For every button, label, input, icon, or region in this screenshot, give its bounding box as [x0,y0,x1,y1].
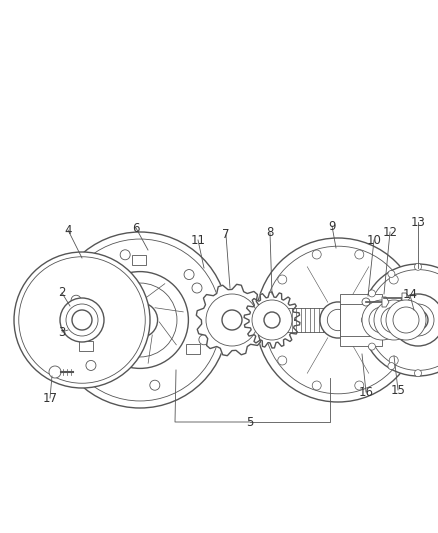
Text: 2: 2 [58,287,66,300]
Text: 15: 15 [391,384,406,397]
Circle shape [14,252,150,388]
Bar [186,344,200,354]
Text: 17: 17 [42,392,57,405]
Circle shape [362,264,438,376]
Circle shape [408,310,428,330]
Circle shape [367,270,438,370]
Circle shape [388,270,395,278]
Circle shape [52,232,228,408]
Circle shape [355,381,364,390]
Text: 6: 6 [132,222,140,235]
Circle shape [120,250,130,260]
Circle shape [222,310,242,330]
Circle shape [362,298,370,306]
Circle shape [361,317,368,324]
Circle shape [414,370,421,377]
Circle shape [256,238,420,402]
Circle shape [252,300,292,340]
Circle shape [86,360,96,370]
Text: 7: 7 [222,229,230,241]
Circle shape [369,307,395,333]
Text: 4: 4 [64,223,72,237]
Polygon shape [382,297,389,307]
Polygon shape [244,292,300,348]
Circle shape [389,275,398,284]
Circle shape [103,283,177,357]
Text: 8: 8 [266,227,274,239]
Circle shape [327,309,349,330]
Circle shape [355,250,364,259]
Circle shape [402,304,434,336]
Bar [132,255,146,265]
Circle shape [199,335,209,345]
Bar [340,304,382,336]
Circle shape [278,275,287,284]
Circle shape [414,263,421,270]
Circle shape [312,381,321,390]
Circle shape [388,362,395,369]
Circle shape [278,356,287,365]
Circle shape [374,300,414,340]
Text: 14: 14 [403,288,417,302]
Circle shape [386,300,426,340]
Circle shape [63,301,101,339]
Circle shape [389,356,398,365]
Circle shape [74,312,90,328]
Circle shape [368,290,375,297]
Circle shape [122,302,158,337]
Circle shape [68,306,96,334]
Circle shape [381,307,407,333]
Text: 3: 3 [58,326,66,338]
Circle shape [19,257,145,383]
Text: 11: 11 [191,233,205,246]
Text: 10: 10 [367,233,381,246]
Circle shape [60,298,104,342]
Circle shape [264,246,412,394]
Circle shape [392,294,438,346]
Bar [340,294,382,346]
Text: 5: 5 [246,416,254,429]
Text: 9: 9 [328,220,336,232]
Circle shape [393,307,419,333]
Circle shape [320,302,356,338]
Circle shape [265,316,274,325]
Text: 13: 13 [410,215,425,229]
Circle shape [312,250,321,259]
Circle shape [59,239,221,401]
Circle shape [184,270,194,279]
Circle shape [362,300,402,340]
Bar [79,341,93,351]
Circle shape [192,283,202,293]
Circle shape [72,310,92,330]
Polygon shape [402,293,410,303]
Circle shape [66,304,98,336]
Bar [284,308,340,332]
Polygon shape [196,284,268,356]
Circle shape [71,295,81,305]
Circle shape [92,272,188,368]
Circle shape [368,343,375,350]
Circle shape [403,316,411,325]
Text: 12: 12 [382,225,398,238]
Text: 16: 16 [358,385,374,399]
Circle shape [264,312,280,328]
Circle shape [206,294,258,346]
Circle shape [49,366,61,378]
Circle shape [150,380,160,390]
